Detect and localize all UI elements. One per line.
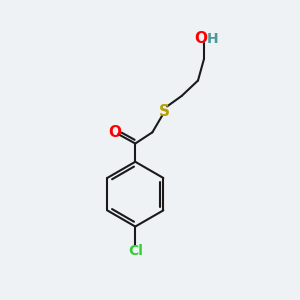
Text: S: S	[159, 103, 170, 118]
Text: H: H	[206, 32, 218, 46]
Text: O: O	[108, 125, 121, 140]
Text: O: O	[194, 31, 207, 46]
Text: Cl: Cl	[128, 244, 143, 258]
